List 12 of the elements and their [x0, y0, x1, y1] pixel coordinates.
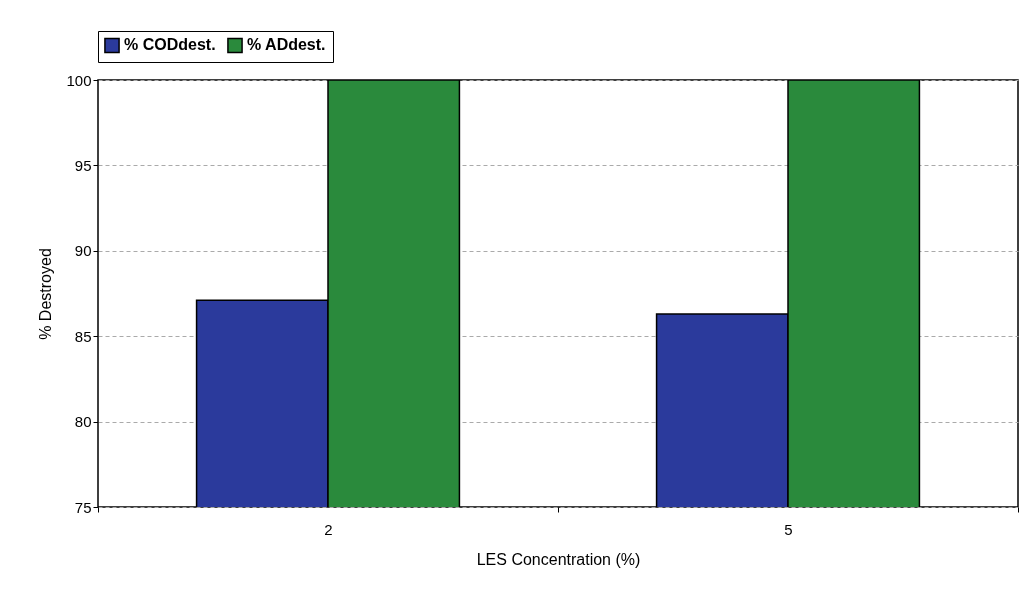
y-tick-label: 75	[74, 498, 92, 516]
x-tick-label: 5	[784, 520, 793, 538]
y-tick-label: 90	[74, 242, 92, 260]
y-tick-label: 85	[74, 327, 92, 345]
y-axis-title: % Destroyed	[37, 248, 55, 340]
y-tick-label: 80	[74, 413, 92, 431]
y-tick-label: 100	[66, 71, 92, 89]
x-axis-title: LES Concentration (%)	[476, 550, 641, 568]
y-tick-label: 95	[74, 156, 92, 174]
legend-label: % CODdest.	[124, 36, 216, 54]
x-tick-label: 2	[324, 520, 333, 538]
legend-label: % ADdest.	[247, 36, 326, 54]
